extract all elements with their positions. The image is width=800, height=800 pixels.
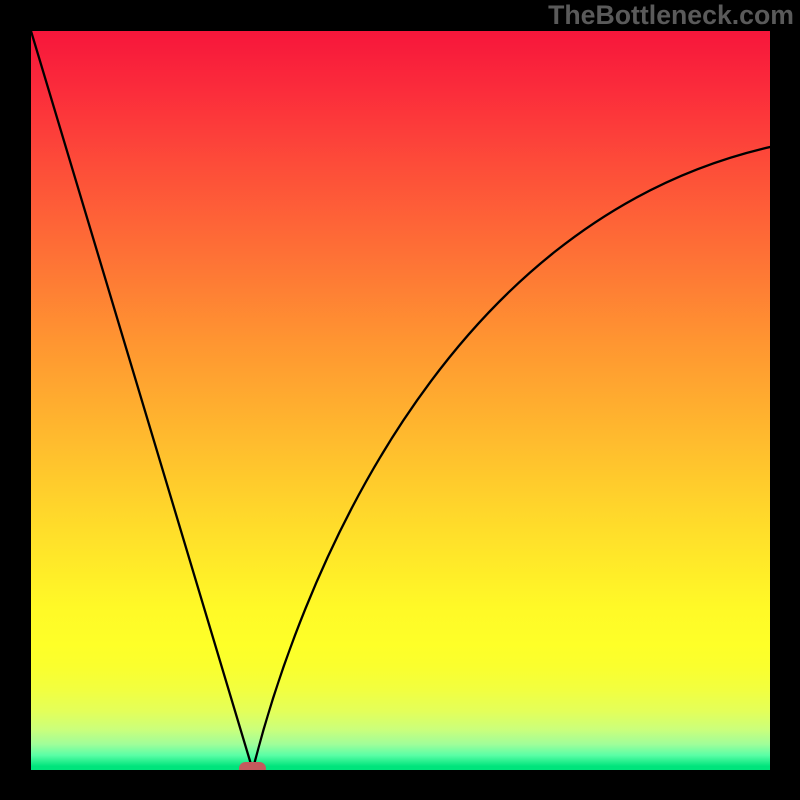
plot-area [31,31,770,770]
watermark-text: TheBottleneck.com [548,0,794,31]
optimum-marker [239,762,266,770]
chart-canvas: TheBottleneck.com [0,0,800,800]
plot-svg [31,31,770,770]
